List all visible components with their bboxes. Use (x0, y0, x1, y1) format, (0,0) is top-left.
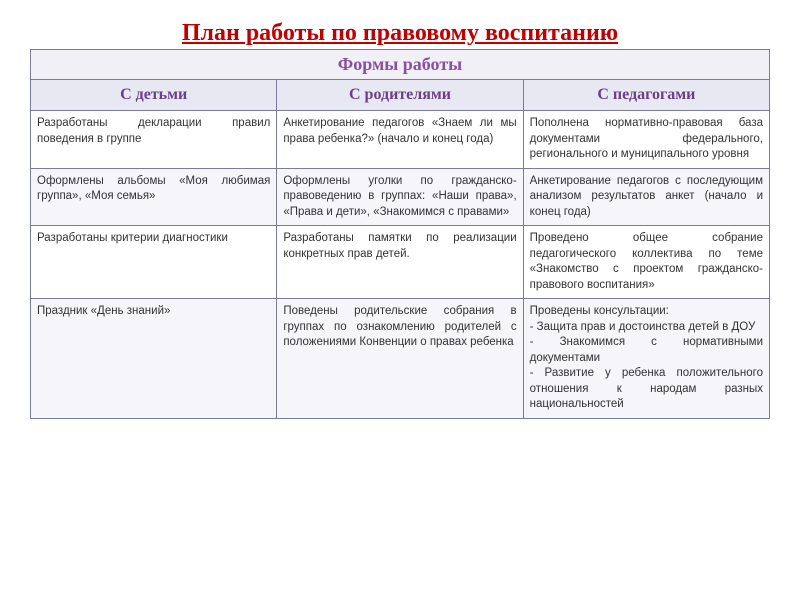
col-header-parents: С родителями (277, 80, 523, 111)
cell-children: Оформлены альбомы «Моя любимая группа», … (31, 168, 277, 226)
col-header-teachers: С педагогами (523, 80, 769, 111)
cell-parents: Оформлены уголки по гражданско-правоведе… (277, 168, 523, 226)
table-row: Праздник «День знаний» Поведены родитель… (31, 299, 770, 419)
table-row: Разработаны критерии диагностики Разрабо… (31, 226, 770, 299)
col-header-children: С детьми (31, 80, 277, 111)
cell-parents: Анкетирование педагогов «Знаем ли мы пра… (277, 111, 523, 169)
cell-parents: Разработаны памятки по реализации конкре… (277, 226, 523, 299)
slide-container: План работы по правовому воспитанию Форм… (0, 0, 800, 419)
cell-teachers: Пополнена нормативно-правовая база докум… (523, 111, 769, 169)
cell-children: Разработаны декларации правил поведения … (31, 111, 277, 169)
cell-children: Праздник «День знаний» (31, 299, 277, 419)
cell-teachers: Проведено общее собрание педагогического… (523, 226, 769, 299)
cell-teachers: Проведены консультации: - Защита прав и … (523, 299, 769, 419)
page-title: План работы по правовому воспитанию (30, 20, 770, 47)
table-row: Разработаны декларации правил поведения … (31, 111, 770, 169)
table-row: Оформлены альбомы «Моя любимая группа», … (31, 168, 770, 226)
table-header-top: Формы работы (31, 50, 770, 80)
cell-teachers: Анкетирование педагогов с последующим ан… (523, 168, 769, 226)
cell-parents: Поведены родительские собрания в группах… (277, 299, 523, 419)
cell-children: Разработаны критерии диагностики (31, 226, 277, 299)
work-plan-table: Формы работы С детьми С родителями С пед… (30, 49, 770, 419)
